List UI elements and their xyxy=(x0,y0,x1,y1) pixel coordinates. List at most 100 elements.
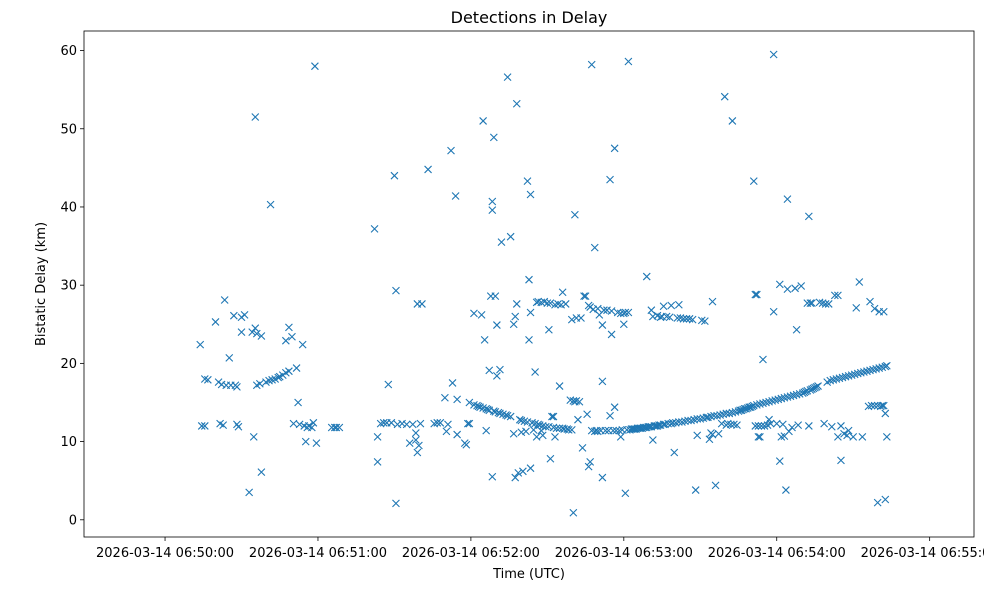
data-point xyxy=(598,473,607,482)
data-point xyxy=(814,382,822,390)
data-point xyxy=(858,433,867,441)
data-point xyxy=(219,421,228,430)
data-point xyxy=(436,418,445,427)
data-point xyxy=(470,400,478,409)
data-point xyxy=(754,433,763,441)
data-point xyxy=(716,411,725,419)
data-point xyxy=(687,416,695,425)
y-tick-label: 0 xyxy=(69,513,77,528)
data-point xyxy=(251,324,260,333)
data-point xyxy=(714,429,723,438)
data-point xyxy=(820,419,829,428)
data-point xyxy=(492,372,501,380)
data-point xyxy=(875,364,884,372)
data-point xyxy=(678,418,686,426)
data-point xyxy=(248,328,257,336)
data-point xyxy=(777,394,786,403)
data-point xyxy=(766,419,775,428)
data-point xyxy=(525,336,533,344)
data-point xyxy=(762,398,770,407)
data-point xyxy=(624,57,633,66)
data-point xyxy=(229,311,238,320)
data-point xyxy=(405,439,414,448)
data-point xyxy=(759,399,767,408)
data-point xyxy=(774,395,783,404)
data-point xyxy=(268,375,276,384)
data-point xyxy=(424,165,432,174)
data-point xyxy=(211,318,220,326)
data-point xyxy=(769,307,778,316)
data-point xyxy=(512,300,521,308)
data-point xyxy=(751,422,760,430)
data-point xyxy=(609,426,617,435)
data-point xyxy=(691,486,700,494)
data-point xyxy=(237,328,246,336)
plot-area xyxy=(83,30,975,538)
data-point xyxy=(778,420,787,429)
data-point xyxy=(575,397,584,406)
data-point xyxy=(531,419,540,428)
data-point xyxy=(373,433,382,441)
data-point xyxy=(433,418,442,427)
data-point xyxy=(870,304,879,313)
data-point xyxy=(312,439,321,448)
data-point xyxy=(700,317,709,326)
data-point xyxy=(788,423,796,432)
data-point xyxy=(578,443,587,452)
data-point xyxy=(489,133,498,142)
y-tick-label: 50 xyxy=(60,122,77,137)
data-point xyxy=(569,508,578,517)
data-point xyxy=(879,307,888,316)
x-tick-label: 2026-03-14 06:55:00 xyxy=(861,546,984,561)
data-point xyxy=(488,197,497,206)
data-point xyxy=(847,371,856,379)
data-point xyxy=(379,418,388,427)
data-point xyxy=(249,433,258,441)
data-point xyxy=(826,376,835,385)
data-point xyxy=(257,468,266,476)
data-point xyxy=(332,423,341,432)
data-point xyxy=(598,377,607,386)
data-point xyxy=(453,430,462,439)
y-axis-label: Bistatic Delay (km) xyxy=(34,222,49,346)
data-point xyxy=(878,363,887,372)
x-tick-label: 2026-03-14 06:52:00 xyxy=(402,546,540,561)
data-point xyxy=(855,278,864,286)
data-point xyxy=(590,243,599,252)
data-point xyxy=(373,458,382,466)
data-point xyxy=(587,60,596,69)
data-point xyxy=(783,393,792,401)
data-point xyxy=(878,401,887,410)
data-point xyxy=(621,308,630,317)
data-point xyxy=(418,300,426,308)
data-point xyxy=(415,441,423,450)
data-point xyxy=(843,431,851,440)
data-point xyxy=(708,297,717,306)
data-point xyxy=(697,316,706,325)
data-point xyxy=(752,290,761,299)
data-point xyxy=(593,427,602,436)
data-point xyxy=(610,144,619,153)
x-axis-label: Time (UTC) xyxy=(492,567,565,582)
data-point xyxy=(574,415,582,424)
data-point xyxy=(720,92,729,101)
data-point xyxy=(863,367,871,376)
data-point xyxy=(390,171,399,180)
data-point xyxy=(497,238,506,247)
data-point xyxy=(285,323,293,332)
data-point xyxy=(523,177,532,186)
data-point xyxy=(526,308,535,317)
data-point xyxy=(552,424,561,433)
data-point xyxy=(867,401,876,410)
data-point xyxy=(541,422,550,431)
data-point xyxy=(511,312,520,321)
data-point xyxy=(522,427,530,436)
data-point xyxy=(835,374,844,383)
data-point xyxy=(408,420,417,429)
data-point xyxy=(731,407,740,416)
data-point xyxy=(696,415,705,423)
data-point xyxy=(546,454,555,463)
data-point xyxy=(525,275,533,284)
data-point xyxy=(856,368,865,377)
